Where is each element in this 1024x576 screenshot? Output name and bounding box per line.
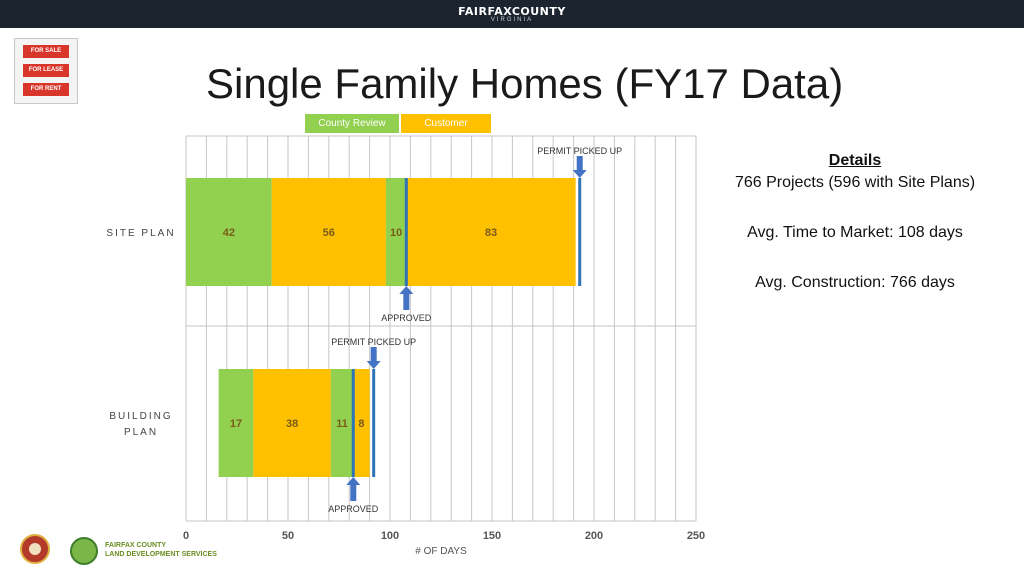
bar-segment [253, 369, 331, 477]
x-tick-label: 150 [483, 530, 501, 542]
data-label: 17 [230, 418, 242, 430]
lds-label: FAIRFAX COUNTY LAND DEVELOPMENT SERVICES [105, 541, 217, 559]
real-estate-signs-logo: FOR SALE FOR LEASE FOR RENT [14, 38, 78, 104]
marker-label: PERMIT PICKED UP [331, 337, 416, 347]
bar-segment [271, 178, 386, 286]
data-label: 83 [485, 227, 497, 239]
x-tick-label: 100 [381, 530, 399, 542]
arrow-up-icon [399, 286, 414, 310]
category-label: BUILDING [109, 411, 172, 422]
data-label: 8 [358, 418, 364, 430]
sign-for-sale: FOR SALE [23, 45, 69, 58]
data-label: 11 [336, 418, 348, 430]
sign-for-lease: FOR LEASE [23, 64, 69, 77]
county-seal-icon [20, 534, 50, 564]
lds-logo-icon [70, 537, 98, 565]
bar-segment [330, 369, 354, 477]
data-label: 10 [390, 227, 402, 239]
x-tick-label: 50 [282, 530, 294, 542]
arrow-down-icon [572, 156, 587, 178]
bar-segment [353, 369, 370, 477]
x-axis-label: # OF DAYS [415, 546, 467, 557]
details-construction: Avg. Construction: 766 days [755, 274, 955, 291]
data-label: 38 [286, 418, 298, 430]
county-sub: VIRGINIA [490, 17, 534, 23]
x-tick-label: 0 [183, 530, 189, 542]
lds-label-line1: FAIRFAX COUNTY [105, 542, 167, 549]
bar-segment [385, 178, 407, 286]
data-label: 42 [223, 227, 235, 239]
arrow-up-icon [346, 477, 361, 501]
details-projects: 766 Projects (596 with Site Plans) [734, 174, 976, 191]
marker-label: APPROVED [381, 313, 432, 323]
details-time-to-market: Avg. Time to Market: 108 days [747, 224, 963, 241]
details-heading: Details [828, 152, 882, 169]
details-panel: Details 766 Projects (596 with Site Plan… [700, 152, 1010, 296]
slide-title: Single Family Homes (FY17 Data) [206, 60, 844, 107]
legend-customer: Customer [401, 114, 491, 133]
marker-label: PERMIT PICKED UP [537, 146, 622, 156]
county-brand: FAIRFAXCOUNTY [458, 5, 566, 18]
marker-label: APPROVED [328, 504, 379, 514]
bar-segment [406, 178, 576, 286]
sign-for-rent: FOR RENT [23, 83, 69, 96]
x-tick-label: 250 [687, 530, 705, 542]
category-label: SITE PLAN [106, 228, 175, 239]
category-label: PLAN [124, 427, 158, 438]
lds-label-line2: LAND DEVELOPMENT SERVICES [105, 551, 217, 558]
header-bar: FAIRFAXCOUNTY VIRGINIA [0, 0, 1024, 28]
legend-county-review: County Review [305, 114, 399, 133]
arrow-down-icon [366, 347, 381, 369]
x-tick-label: 200 [585, 530, 603, 542]
bar-segment [218, 369, 254, 477]
bar-segment [186, 178, 272, 286]
data-label: 56 [323, 227, 335, 239]
